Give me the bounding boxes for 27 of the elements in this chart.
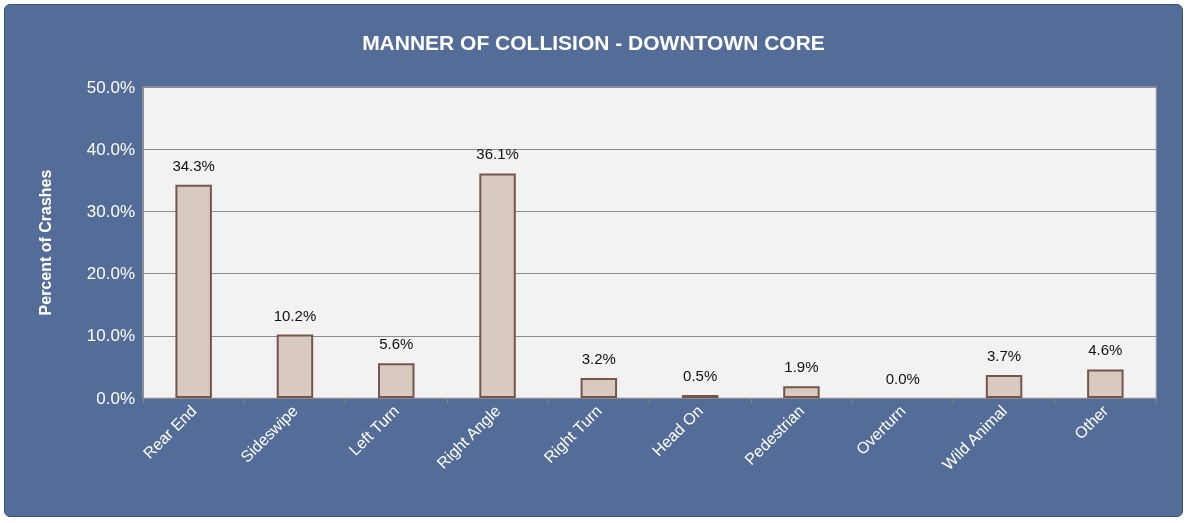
y-tick-label: 50.0% (86, 77, 135, 97)
data-label: 3.7% (986, 346, 1022, 364)
data-label: 5.6% (379, 335, 414, 353)
data-label: 1.9% (784, 358, 819, 376)
data-label: 34.3% (172, 156, 215, 174)
bar (783, 386, 820, 398)
bar (985, 374, 1023, 398)
y-tick-label: 0.0% (96, 388, 135, 408)
data-label: 4.6% (1088, 341, 1123, 359)
data-label: 0.0% (885, 370, 920, 387)
y-tick-label: 20.0% (86, 264, 135, 284)
data-label: 10.2% (273, 306, 317, 324)
bar (580, 378, 618, 398)
x-tick-label: Left Turn (345, 401, 403, 459)
y-tick-label: 10.0% (86, 326, 135, 346)
bar (479, 173, 516, 398)
y-tick-label: 30.0% (86, 201, 135, 221)
y-axis-title: Percent of Crashes (36, 169, 54, 316)
bar (378, 363, 415, 398)
bar (276, 334, 314, 398)
y-tick-label: 40.0% (86, 139, 135, 159)
bar (175, 184, 212, 398)
data-label: 36.1% (476, 145, 519, 163)
data-label: 3.2% (581, 350, 616, 368)
chart-title: MANNER OF COLLISION - DOWNTOWN CORE (362, 31, 825, 54)
data-label: 0.5% (683, 366, 718, 384)
bar (1087, 369, 1124, 398)
